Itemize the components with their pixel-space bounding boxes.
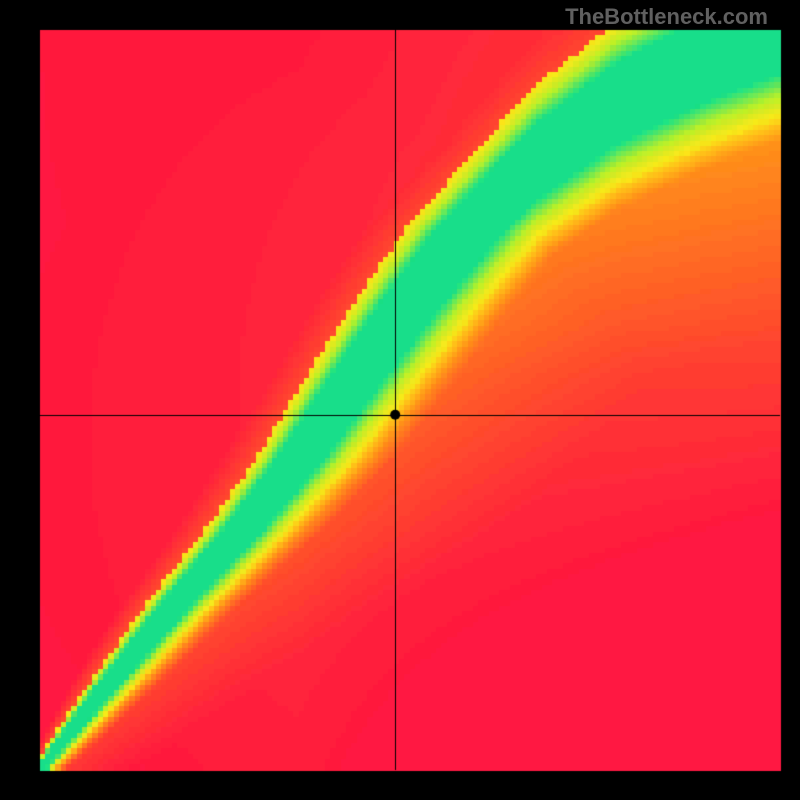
bottleneck-heatmap xyxy=(0,0,800,800)
chart-container: TheBottleneck.com xyxy=(0,0,800,800)
watermark-text: TheBottleneck.com xyxy=(565,4,768,30)
